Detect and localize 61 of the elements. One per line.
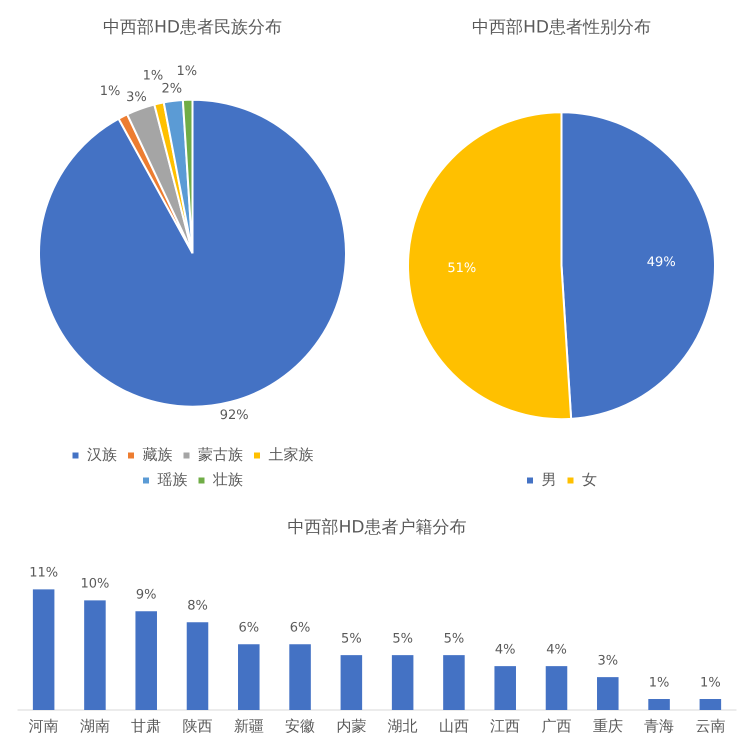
bar (135, 611, 157, 710)
bar (84, 600, 106, 710)
data-label: 6% (238, 620, 260, 636)
x-tick-label: 湖北 (388, 716, 418, 735)
x-tick-label: 江西 (490, 716, 520, 735)
x-tick-label: 安徽 (285, 716, 316, 735)
data-label: 4% (494, 642, 516, 658)
chart-title: 中西部HD患者民族分布 (103, 18, 282, 38)
x-tick-label: 新疆 (234, 716, 264, 735)
x-tick-label: 云南 (695, 716, 726, 735)
bar (597, 677, 619, 710)
bar (289, 644, 311, 710)
data-label: 51% (447, 261, 476, 276)
data-label: 9% (136, 588, 157, 603)
bar (186, 622, 208, 710)
data-label: 49% (646, 254, 676, 270)
x-tick-label: 青海 (644, 716, 674, 735)
data-label: 1% (176, 64, 198, 80)
data-label: 1% (142, 68, 164, 84)
x-tick-label: 山西 (438, 716, 469, 735)
data-label: 1% (648, 675, 670, 690)
bar (392, 655, 414, 710)
data-label: 1% (100, 84, 120, 99)
bar (340, 655, 362, 710)
x-tick-label: 湖南 (80, 716, 110, 735)
legend-label: 藏族 (142, 445, 172, 464)
bar (238, 644, 260, 710)
x-tick-label: 广西 (542, 716, 572, 735)
data-label: 3% (597, 653, 618, 668)
data-label: 5% (392, 632, 413, 647)
legend-label: 瑶族 (158, 470, 188, 488)
data-label: 5% (341, 632, 362, 647)
data-label: 2% (161, 81, 182, 96)
legend-label: 汉族 (87, 445, 117, 464)
x-tick-label: 河南 (28, 716, 59, 735)
bar (648, 699, 670, 710)
data-label: 1% (700, 675, 721, 690)
bar (700, 699, 722, 710)
data-label: 10% (80, 576, 110, 592)
data-label: 3% (126, 90, 147, 105)
data-label: 5% (444, 632, 464, 647)
data-label: 11% (29, 566, 58, 581)
bar (443, 655, 465, 710)
data-label: 92% (220, 408, 249, 423)
legend-label: 壮族 (212, 470, 243, 488)
chart-title: 中西部HD患者性别分布 (472, 18, 651, 38)
x-tick-label: 陕西 (182, 716, 212, 735)
data-label: 8% (187, 598, 208, 614)
legend-label: 男 (542, 470, 556, 488)
x-tick-label: 内蒙 (336, 716, 366, 735)
bar (32, 589, 54, 710)
legend-label: 蒙古族 (198, 445, 243, 464)
legend-label: 女 (582, 470, 597, 488)
legend-label: 土家族 (268, 445, 314, 464)
x-tick-label: 甘肃 (131, 716, 162, 735)
bar (494, 666, 516, 710)
x-tick-label: 重庆 (592, 716, 623, 735)
data-label: 4% (546, 642, 567, 658)
data-label: 6% (290, 620, 310, 636)
chart-title: 中西部HD患者户籍分布 (288, 518, 466, 538)
bar (546, 666, 568, 710)
